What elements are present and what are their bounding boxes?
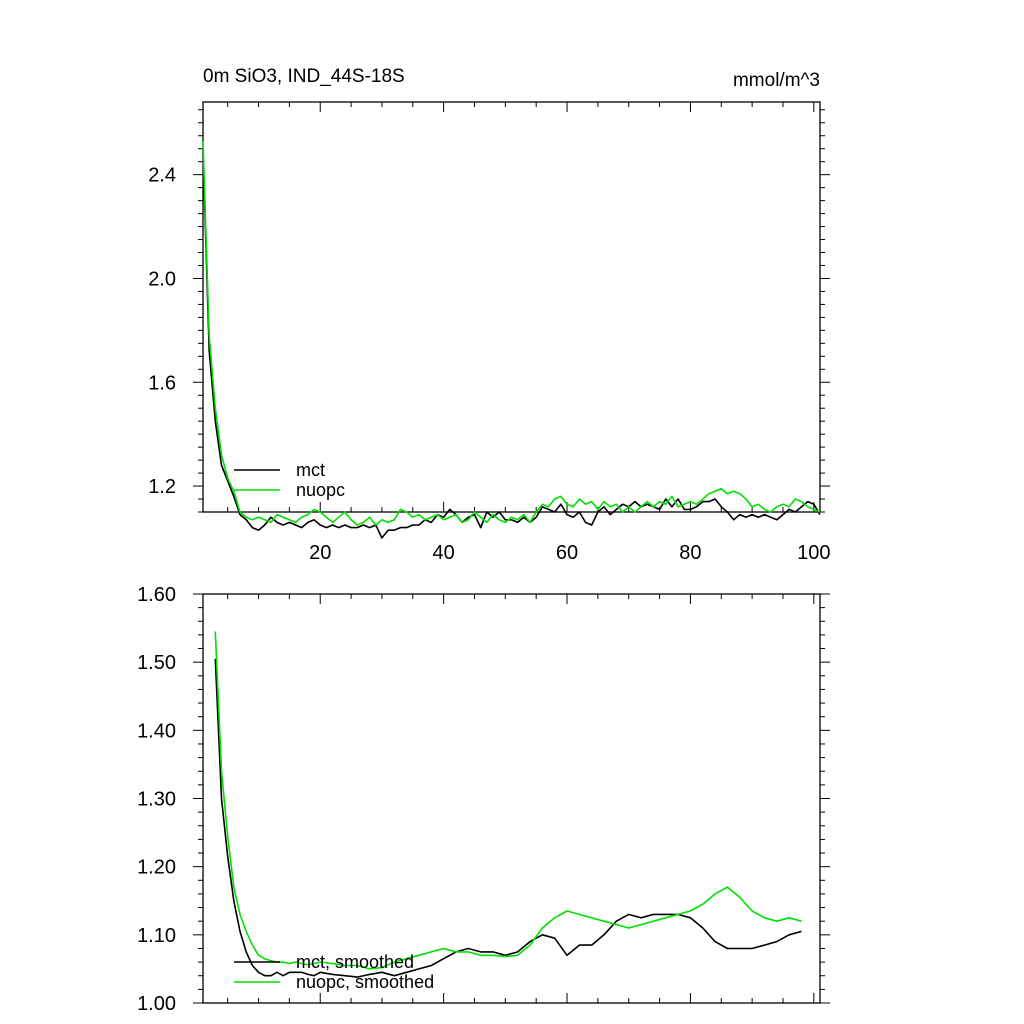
legend-label: mct, smoothed: [296, 952, 414, 972]
x-tick-label: 60: [556, 542, 578, 564]
chart-title: 0m SiO3, IND_44S-18S: [203, 66, 405, 87]
y-tick-label: 1.50: [137, 652, 176, 674]
y-tick-label: 1.2: [148, 476, 176, 498]
x-tick-label: 40: [433, 542, 455, 564]
x-tick-label: 20: [309, 542, 331, 564]
units-label: mmol/m^3: [733, 70, 820, 91]
plot-frame: [202, 593, 821, 1004]
y-tick-label: 1.40: [137, 720, 176, 742]
legend-label: mct: [296, 460, 325, 480]
plot-frame: [202, 101, 821, 513]
chart-panel-2: 1.00 1.10 1.20 1.30 1.40 1.50 1.60 mct, smoothe…: [137, 584, 830, 1015]
x-tick-label: 100: [797, 542, 830, 564]
series-line-mct: [202, 148, 821, 539]
y-tick-label: 2.0: [148, 268, 176, 290]
y-tick-label: 1.10: [137, 925, 176, 947]
x-tick-label: 80: [679, 542, 701, 564]
series-line-mct: [214, 658, 802, 978]
series-line-nuopc: [202, 140, 821, 526]
y-tick-label: 1.60: [137, 584, 176, 606]
y-tick-label: 2.4: [148, 165, 176, 187]
y-tick-label: 1.6: [148, 372, 176, 394]
legend-label: nuopc, smoothed: [296, 972, 434, 992]
series-line-nuopc: [214, 631, 802, 970]
y-tick-label: 1.30: [137, 789, 176, 811]
y-tick-label: 1.00: [137, 993, 176, 1015]
legend-label: nuopc: [296, 480, 345, 500]
y-tick-label: 1.20: [137, 857, 176, 879]
